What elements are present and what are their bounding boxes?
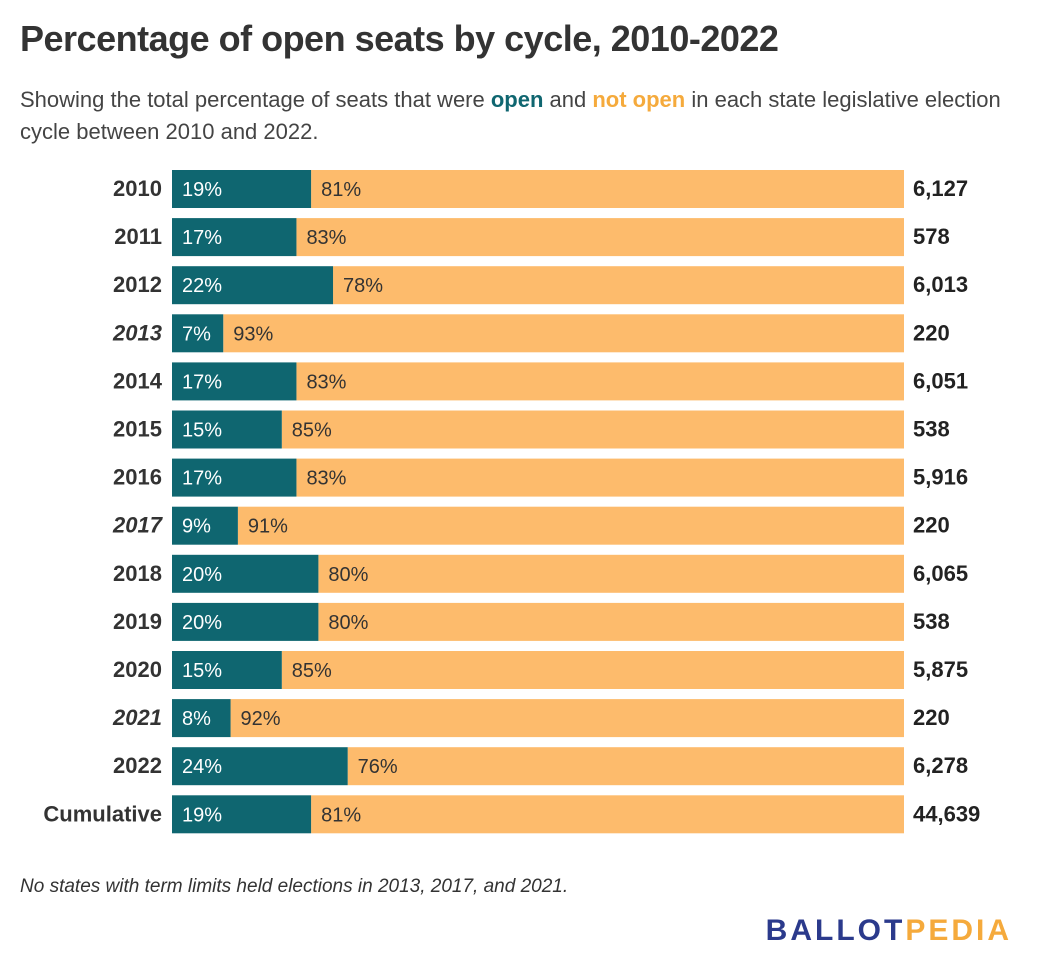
data-label-not-open-cumulative: 81% bbox=[321, 804, 361, 826]
category-label-2018: 2018 bbox=[113, 561, 162, 586]
category-label-2017: 2017 bbox=[112, 513, 164, 538]
total-label-2016: 5,916 bbox=[913, 465, 968, 490]
category-label-2020: 2020 bbox=[113, 657, 162, 682]
bar-not-open-cumulative bbox=[311, 795, 905, 834]
total-label-cumulative: 44,639 bbox=[913, 801, 980, 826]
chart-footnote: No states with term limits held election… bbox=[20, 876, 569, 897]
data-label-open-2017: 9% bbox=[182, 516, 211, 538]
category-label-2012: 2012 bbox=[113, 272, 162, 297]
bar-not-open-2018 bbox=[318, 554, 904, 593]
data-label-not-open-2018: 80% bbox=[328, 564, 368, 586]
bar-open-2013 bbox=[172, 314, 224, 353]
category-label-2011: 2011 bbox=[114, 224, 162, 249]
bar-open-2011 bbox=[172, 218, 297, 257]
bar-not-open-2015 bbox=[281, 410, 904, 449]
bar-open-2019 bbox=[172, 602, 319, 641]
data-label-open-2015: 15% bbox=[182, 420, 222, 442]
data-label-open-2012: 22% bbox=[182, 275, 222, 297]
bar-not-open-2021 bbox=[230, 699, 904, 738]
bar-not-open-2013 bbox=[223, 314, 905, 353]
category-label-2010: 2010 bbox=[113, 176, 162, 201]
bar-open-cumulative bbox=[172, 795, 312, 834]
bar-not-open-2017 bbox=[237, 506, 904, 545]
bar-not-open-2011 bbox=[296, 218, 904, 257]
chart-title: Percentage of open seats by cycle, 2010-… bbox=[20, 18, 779, 59]
bar-not-open-2012 bbox=[333, 266, 904, 305]
subtitle-text-end: in each state legislative election cycle… bbox=[20, 87, 1001, 144]
bar-open-2017 bbox=[172, 506, 238, 545]
total-label-2020: 5,875 bbox=[913, 657, 968, 682]
data-label-not-open-2014: 83% bbox=[306, 371, 346, 393]
bar-not-open-2022 bbox=[347, 747, 904, 786]
bar-open-2020 bbox=[172, 651, 282, 689]
data-label-not-open-2022: 76% bbox=[358, 756, 398, 778]
data-label-not-open-2016: 83% bbox=[306, 468, 346, 490]
data-label-not-open-2017: 91% bbox=[248, 516, 288, 538]
bar-not-open-2019 bbox=[318, 602, 904, 641]
subtitle-text-start: Showing the total percentage of seats th… bbox=[20, 87, 491, 112]
bar-open-2014 bbox=[172, 362, 297, 401]
category-label-2019: 2019 bbox=[113, 609, 162, 634]
bar-not-open-2016 bbox=[296, 458, 904, 497]
data-label-not-open-2021: 92% bbox=[241, 708, 281, 730]
data-label-open-2019: 20% bbox=[182, 612, 222, 634]
chart-subtitle: Showing the total percentage of seats th… bbox=[20, 84, 1020, 148]
category-label-cumulative: Cumulative bbox=[43, 801, 162, 826]
data-label-open-2018: 20% bbox=[182, 564, 222, 586]
stacked-bar-chart: 2010 19% 81% 6,127 2011 17% 83% 578 2012 22% 78% 6,… bbox=[43, 170, 980, 834]
data-label-not-open-2013: 93% bbox=[233, 323, 273, 345]
total-label-2019: 538 bbox=[913, 609, 950, 634]
data-label-not-open-2015: 85% bbox=[292, 420, 332, 442]
bar-open-2018 bbox=[172, 554, 319, 593]
legend-open-word: open bbox=[490, 87, 544, 112]
category-label-2013: 2013 bbox=[112, 320, 162, 345]
bar-open-2022 bbox=[172, 747, 348, 786]
category-label-2021: 2021 bbox=[112, 705, 162, 730]
subtitle-text-middle: and bbox=[543, 87, 593, 112]
data-label-open-2022: 24% bbox=[182, 756, 222, 778]
total-label-2013: 220 bbox=[913, 320, 950, 345]
data-label-not-open-2019: 80% bbox=[328, 612, 368, 634]
logo-part-pedia: PEDIA bbox=[905, 914, 1012, 947]
bar-open-2012 bbox=[172, 266, 334, 305]
total-label-2010: 6,127 bbox=[913, 176, 968, 201]
legend-not-open-word: not open bbox=[592, 87, 686, 112]
total-label-2011: 578 bbox=[913, 224, 950, 249]
bar-open-2010 bbox=[172, 170, 312, 208]
bar-not-open-2010 bbox=[311, 170, 905, 208]
data-label-not-open-2011: 83% bbox=[306, 227, 346, 249]
data-label-open-2013: 7% bbox=[182, 323, 211, 345]
bar-open-2015 bbox=[172, 410, 282, 449]
total-label-2021: 220 bbox=[913, 705, 950, 730]
category-label-2014: 2014 bbox=[113, 368, 163, 393]
bar-not-open-2014 bbox=[296, 362, 904, 401]
bar-open-2016 bbox=[172, 458, 297, 497]
data-label-open-2021: 8% bbox=[182, 708, 211, 730]
data-label-open-2014: 17% bbox=[182, 371, 222, 393]
data-label-open-2011: 17% bbox=[182, 227, 222, 249]
data-label-open-cumulative: 19% bbox=[182, 804, 222, 826]
logo-part-ballot: BALLOT bbox=[765, 914, 906, 947]
total-label-2017: 220 bbox=[913, 513, 950, 538]
data-label-not-open-2020: 85% bbox=[292, 660, 332, 682]
total-label-2022: 6,278 bbox=[913, 753, 968, 778]
bar-open-2021 bbox=[172, 699, 231, 738]
category-label-2022: 2022 bbox=[113, 753, 162, 778]
category-label-2015: 2015 bbox=[113, 417, 162, 442]
total-label-2015: 538 bbox=[913, 417, 950, 442]
bar-not-open-2020 bbox=[281, 651, 904, 689]
data-label-not-open-2012: 78% bbox=[343, 275, 383, 297]
data-label-open-2016: 17% bbox=[182, 468, 222, 490]
data-label-open-2020: 15% bbox=[182, 660, 222, 682]
total-label-2012: 6,013 bbox=[913, 272, 968, 297]
data-label-not-open-2010: 81% bbox=[321, 179, 361, 201]
total-label-2018: 6,065 bbox=[913, 561, 968, 586]
total-label-2014: 6,051 bbox=[913, 368, 968, 393]
ballotpedia-logo[interactable]: BALLOTPEDIA bbox=[766, 914, 1012, 948]
data-label-open-2010: 19% bbox=[182, 179, 222, 201]
category-label-2016: 2016 bbox=[113, 465, 162, 490]
